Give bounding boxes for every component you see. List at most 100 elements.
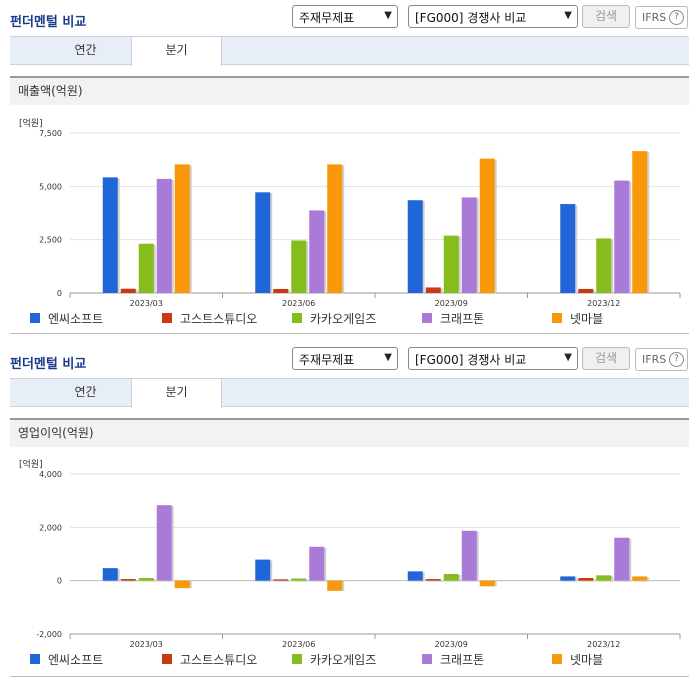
tab-quarterly[interactable]: 분기 [131, 379, 222, 408]
y-tick-label: 0 [57, 577, 62, 586]
bar[interactable] [578, 578, 594, 581]
statement-select[interactable]: 주재무제표 ▼ [292, 5, 398, 28]
y-tick-label: 4,000 [39, 470, 62, 479]
y-tick-label: -2,000 [36, 630, 62, 639]
bar[interactable] [174, 164, 190, 293]
statement-select-value: 주재무제표 [299, 353, 355, 367]
search-button[interactable]: 검색 [582, 347, 630, 370]
bar[interactable] [632, 576, 648, 581]
y-tick-label: 2,000 [39, 523, 62, 532]
chart-title: 영업이익(억원) [10, 418, 689, 447]
search-button[interactable]: 검색 [582, 5, 630, 28]
bar[interactable] [461, 530, 477, 581]
bar[interactable] [327, 580, 343, 591]
bar[interactable] [614, 537, 630, 581]
bar[interactable] [156, 178, 172, 293]
bar[interactable] [425, 579, 441, 581]
bar[interactable] [309, 210, 325, 293]
ifrs-label: IFRS [642, 11, 667, 24]
bar[interactable] [273, 288, 289, 293]
bar[interactable] [102, 568, 118, 581]
bar-shadow [427, 580, 443, 582]
bar[interactable] [327, 164, 343, 293]
chevron-down-icon: ▼ [384, 352, 392, 363]
x-tick-label: 2023/12 [587, 640, 620, 649]
legend-label: 고스트스튜디오 [180, 653, 258, 667]
legend-swatch [30, 654, 40, 664]
bar-shadow [122, 580, 138, 582]
period-tabs: 연간 분기 [10, 36, 689, 66]
bar[interactable] [632, 151, 648, 293]
unit-label: [억원] [19, 460, 43, 470]
chart-title: 매출액(억원) [10, 76, 689, 105]
bar[interactable] [255, 192, 271, 293]
bar[interactable] [120, 579, 136, 581]
bar[interactable] [273, 579, 289, 581]
legend-label: 넷마블 [570, 312, 604, 326]
unit-label: [억원] [19, 119, 43, 129]
operating-profit-bar-chart: -2,000 0 2,000 4,000 2023/03 2023/06 2023/09 20… [36, 470, 681, 649]
bar[interactable] [479, 580, 495, 587]
bar[interactable] [425, 287, 441, 293]
bar[interactable] [443, 574, 459, 581]
legend-label: 넷마블 [570, 653, 604, 667]
legend-swatch [422, 313, 432, 323]
chevron-down-icon: ▼ [384, 10, 392, 21]
help-icon: ? [669, 10, 684, 25]
period-tabs: 연간 분기 [10, 378, 689, 408]
sales-bar-chart: 0 2,500 5,000 7,500 2023/03 2023/06 2023/09 202… [39, 129, 681, 308]
legend-swatch [422, 654, 432, 664]
ifrs-label: IFRS [642, 353, 667, 366]
compare-select-value: [FG000] 경쟁사 비교 [415, 11, 527, 25]
compare-select[interactable]: [FG000] 경쟁사 비교 ▼ [408, 5, 578, 28]
bar[interactable] [461, 197, 477, 293]
bar[interactable] [138, 578, 154, 581]
bar[interactable] [291, 240, 307, 293]
bar[interactable] [138, 243, 154, 293]
bar[interactable] [596, 238, 612, 293]
bar[interactable] [291, 578, 307, 581]
bar[interactable] [102, 177, 118, 293]
section-title: 펀더멘털 비교 [10, 15, 87, 30]
compare-select[interactable]: [FG000] 경쟁사 비교 ▼ [408, 347, 578, 370]
bar[interactable] [560, 204, 576, 293]
legend-label: 고스트스튜디오 [180, 312, 258, 326]
bar[interactable] [560, 576, 576, 581]
bar-shadow [275, 580, 291, 582]
bar[interactable] [255, 559, 271, 581]
bar[interactable] [614, 180, 630, 293]
y-tick-label: 7,500 [39, 129, 62, 138]
x-tick-label: 2023/06 [282, 299, 315, 308]
legend-swatch [292, 313, 302, 323]
tab-annual[interactable]: 연간 [74, 43, 97, 57]
bar[interactable] [596, 575, 612, 581]
bar[interactable] [578, 288, 594, 293]
legend-swatch [552, 654, 562, 664]
ifrs-help-button[interactable]: IFRS ? [635, 348, 688, 371]
section-divider [10, 333, 689, 334]
bar[interactable] [156, 505, 172, 581]
ifrs-help-button[interactable]: IFRS ? [635, 6, 688, 29]
bar[interactable] [174, 580, 190, 589]
bar[interactable] [407, 200, 423, 293]
bar[interactable] [479, 158, 495, 293]
compare-select-value: [FG000] 경쟁사 비교 [415, 353, 527, 367]
legend-label: 엔씨소프트 [48, 653, 104, 667]
legend-swatch [552, 313, 562, 323]
x-tick-label: 2023/03 [130, 640, 163, 649]
fundamental-section-sales: 펀더멘털 비교 주재무제표 ▼ [FG000] 경쟁사 비교 ▼ 검색 IFRS… [0, 0, 696, 340]
section-divider [10, 676, 689, 677]
chevron-down-icon: ▼ [564, 352, 572, 363]
tab-quarterly[interactable]: 분기 [131, 37, 222, 66]
y-tick-label: 5,000 [39, 182, 62, 191]
bar[interactable] [443, 235, 459, 293]
statement-select-value: 주재무제표 [299, 11, 355, 25]
x-tick-label: 2023/09 [435, 299, 468, 308]
legend-label: 크래프톤 [440, 312, 485, 326]
tab-annual[interactable]: 연간 [74, 385, 97, 399]
bar[interactable] [120, 288, 136, 293]
statement-select[interactable]: 주재무제표 ▼ [292, 347, 398, 370]
bar[interactable] [407, 571, 423, 581]
help-icon: ? [669, 352, 684, 367]
bar[interactable] [309, 546, 325, 581]
